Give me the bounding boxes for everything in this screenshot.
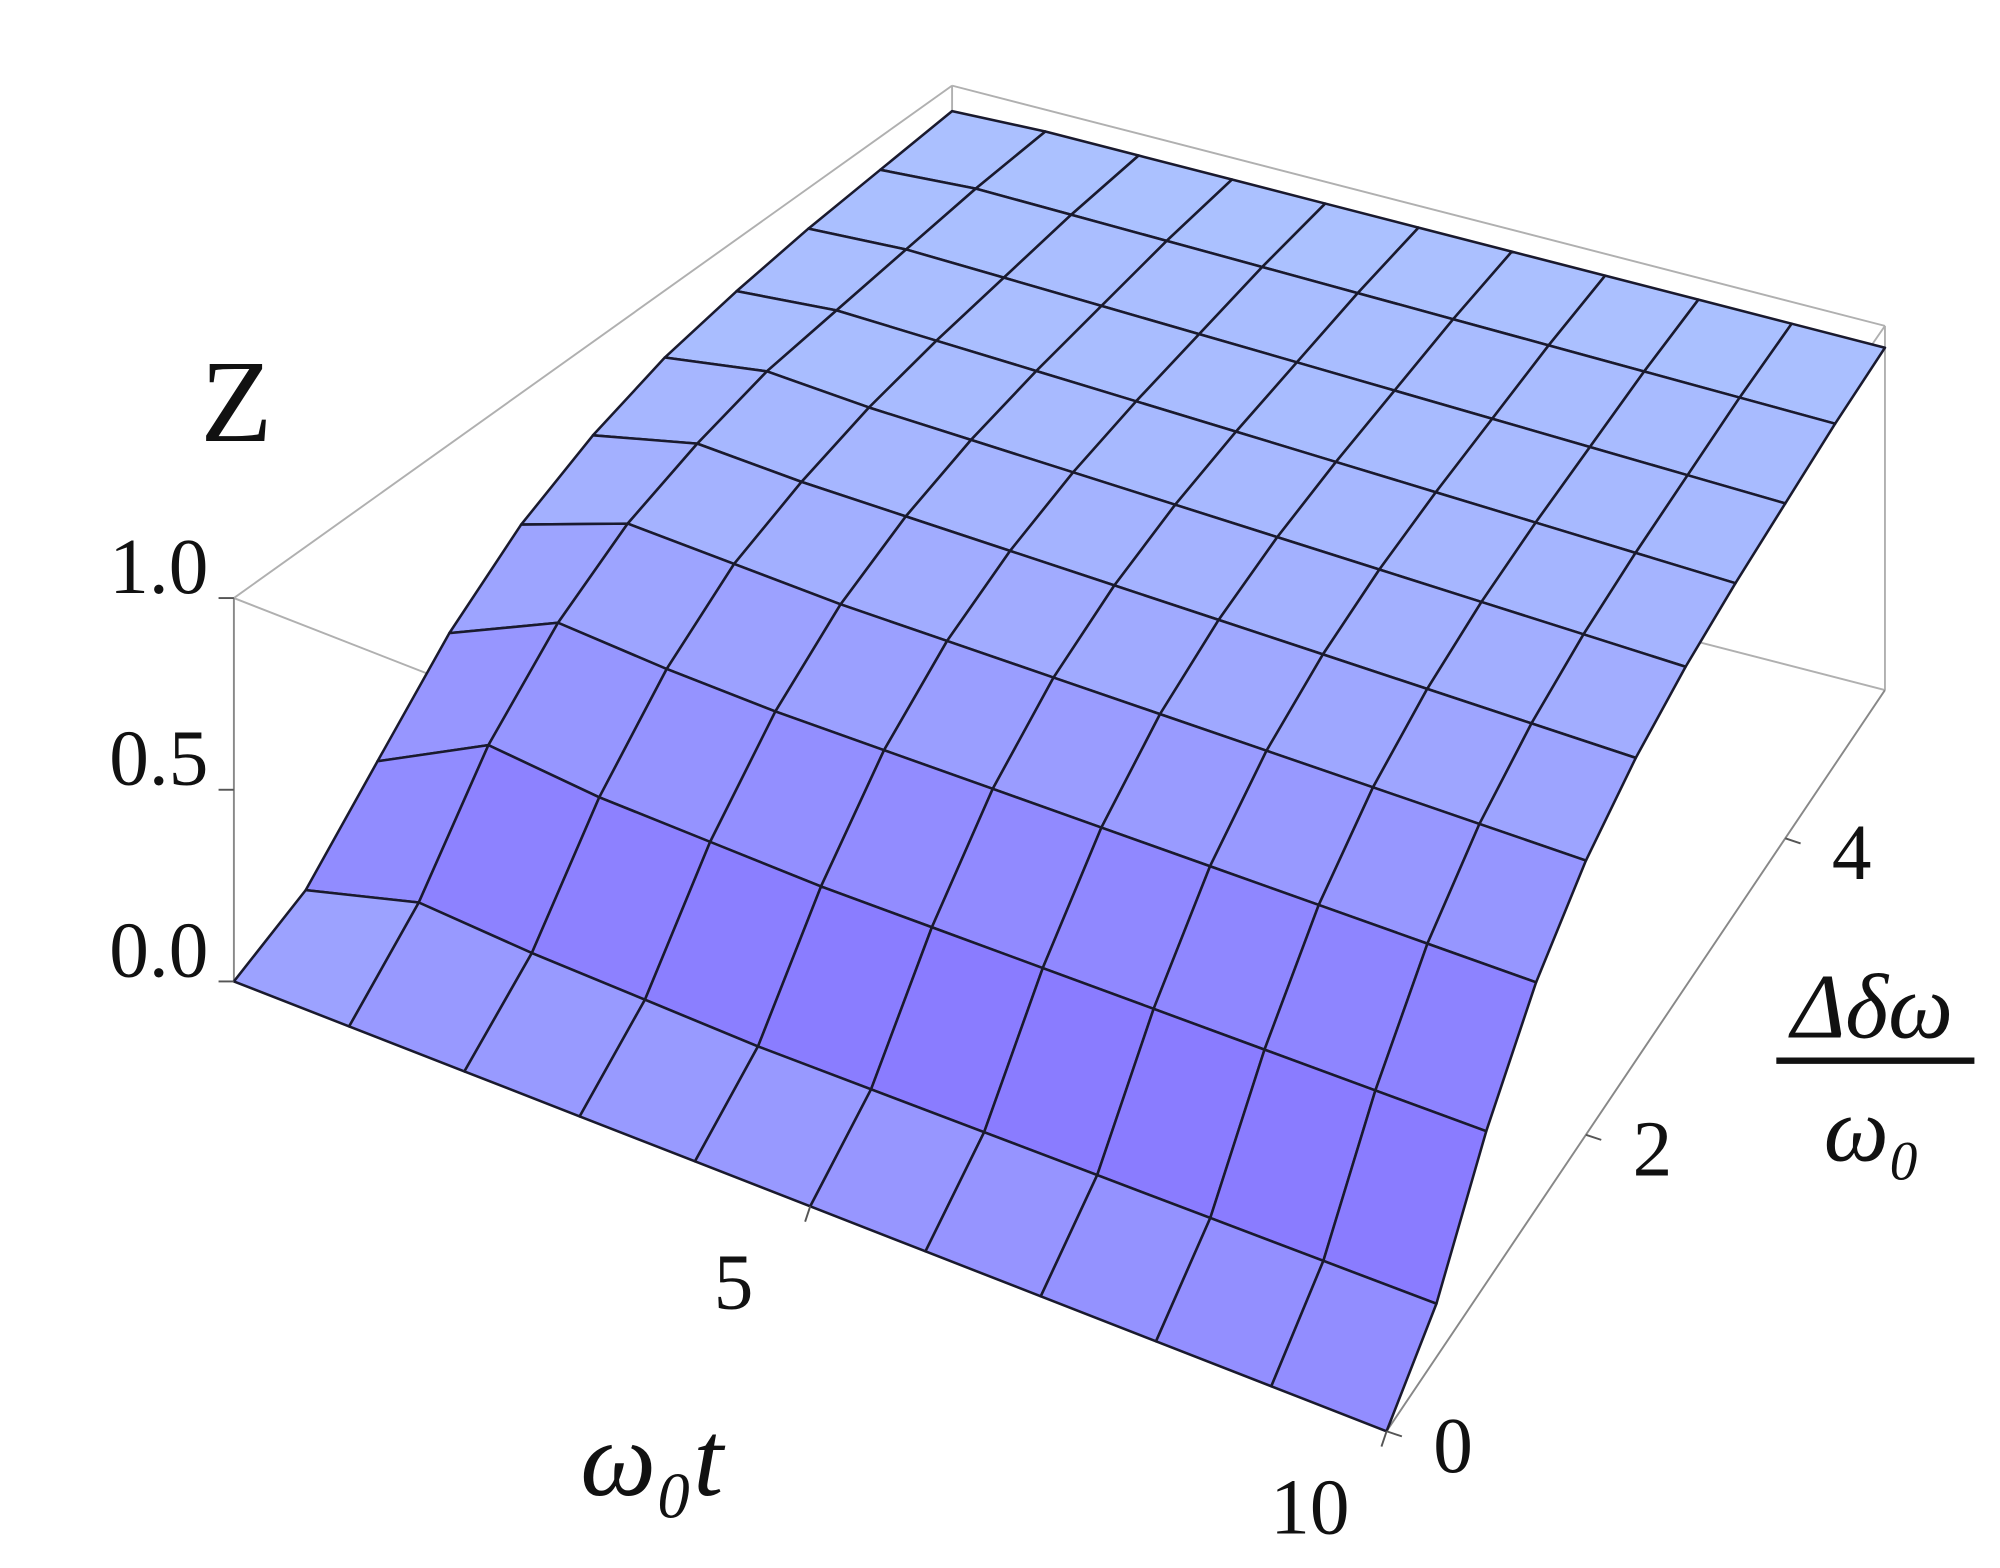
box-edge [1385,689,1886,1432]
y-tick-mark [1585,1133,1602,1141]
y-axis-label-numerator: Δδω [1787,956,1953,1058]
surface-patch [1270,1259,1438,1433]
box-edge [951,84,1886,327]
surface [232,109,1887,1433]
z-tick-label: 0.0 [109,906,208,994]
x-tick-mark [1380,1430,1388,1447]
y-tick-label: 4 [1832,809,1872,897]
box-edge [233,84,953,599]
x-tick-label: 5 [714,1239,754,1327]
y-tick-mark [1784,837,1801,845]
x-tick-label: 10 [1270,1463,1349,1551]
axes: 5 10 0 2 4 0.0 0.5 1.0 [109,523,1871,1552]
y-tick-mark [1386,1430,1403,1438]
z-tick-label: 0.5 [109,715,208,803]
z-tick-label: 1.0 [109,523,208,611]
z-axis-label: Z [201,337,273,467]
y-tick-label: 0 [1433,1402,1473,1490]
y-tick-label: 2 [1633,1106,1673,1194]
y-axis-label-denominator: ω₀ [1824,1078,1921,1180]
x-axis-label: ω₀t [580,1400,725,1519]
x-tick-mark [804,1206,812,1222]
